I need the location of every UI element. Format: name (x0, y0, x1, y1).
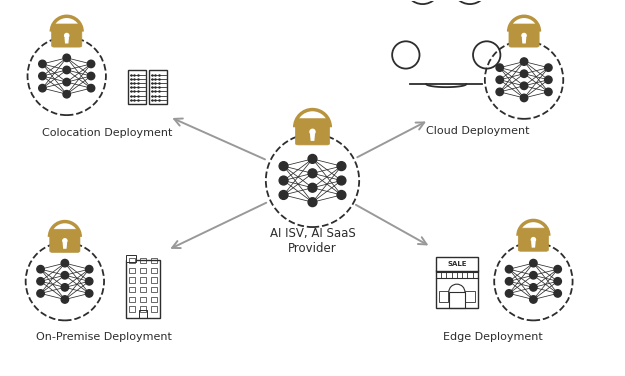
Ellipse shape (86, 290, 93, 297)
Ellipse shape (452, 0, 488, 4)
Polygon shape (532, 242, 535, 247)
Ellipse shape (39, 72, 46, 80)
FancyBboxPatch shape (52, 24, 82, 47)
Text: Colocation Deployment: Colocation Deployment (42, 128, 172, 138)
Ellipse shape (521, 33, 527, 38)
FancyBboxPatch shape (296, 119, 329, 145)
Text: Edge Deployment: Edge Deployment (443, 332, 543, 342)
Polygon shape (63, 243, 66, 248)
Ellipse shape (521, 58, 528, 65)
Ellipse shape (554, 290, 561, 297)
Ellipse shape (37, 290, 44, 297)
Ellipse shape (529, 259, 537, 267)
Ellipse shape (308, 198, 317, 206)
Ellipse shape (86, 265, 93, 273)
Polygon shape (65, 38, 68, 43)
FancyBboxPatch shape (509, 24, 539, 47)
FancyBboxPatch shape (149, 70, 167, 104)
FancyBboxPatch shape (126, 260, 160, 318)
Ellipse shape (531, 237, 536, 243)
Ellipse shape (529, 271, 537, 279)
FancyBboxPatch shape (126, 255, 136, 262)
Ellipse shape (521, 82, 528, 89)
Ellipse shape (521, 94, 528, 102)
Ellipse shape (496, 64, 504, 71)
Ellipse shape (337, 191, 346, 199)
Ellipse shape (279, 162, 288, 171)
Ellipse shape (544, 64, 552, 71)
FancyBboxPatch shape (436, 257, 478, 271)
Ellipse shape (544, 88, 552, 96)
Ellipse shape (544, 76, 552, 83)
FancyBboxPatch shape (50, 229, 80, 252)
Ellipse shape (473, 41, 501, 68)
Ellipse shape (37, 277, 44, 285)
Ellipse shape (39, 85, 46, 92)
Ellipse shape (506, 265, 512, 273)
Ellipse shape (61, 284, 69, 291)
Ellipse shape (61, 271, 69, 279)
Ellipse shape (61, 296, 69, 303)
Ellipse shape (309, 129, 316, 135)
FancyBboxPatch shape (518, 228, 549, 251)
FancyBboxPatch shape (436, 270, 478, 308)
Ellipse shape (88, 72, 95, 80)
Ellipse shape (308, 155, 317, 163)
Ellipse shape (337, 162, 346, 171)
Ellipse shape (521, 70, 528, 77)
Ellipse shape (62, 238, 68, 244)
Ellipse shape (308, 183, 317, 192)
Text: SALE: SALE (447, 261, 467, 267)
Ellipse shape (529, 296, 537, 303)
FancyBboxPatch shape (415, 78, 478, 84)
Ellipse shape (279, 191, 288, 199)
Polygon shape (522, 38, 526, 43)
Ellipse shape (63, 66, 71, 74)
Ellipse shape (337, 176, 346, 185)
Ellipse shape (506, 290, 512, 297)
Ellipse shape (63, 54, 71, 62)
Ellipse shape (506, 277, 512, 285)
Ellipse shape (88, 85, 95, 92)
Text: On-Premise Deployment: On-Premise Deployment (36, 332, 172, 342)
Ellipse shape (39, 60, 46, 68)
Ellipse shape (496, 88, 504, 96)
Ellipse shape (63, 78, 71, 86)
Ellipse shape (554, 265, 561, 273)
Ellipse shape (88, 60, 95, 68)
Text: AI ISV, AI SaaS
Provider: AI ISV, AI SaaS Provider (269, 227, 356, 255)
Ellipse shape (392, 41, 419, 68)
Ellipse shape (554, 277, 561, 285)
Ellipse shape (308, 169, 317, 178)
FancyBboxPatch shape (128, 70, 146, 104)
Ellipse shape (63, 91, 71, 98)
Ellipse shape (405, 0, 440, 4)
Ellipse shape (37, 265, 44, 273)
Ellipse shape (496, 76, 504, 83)
Ellipse shape (61, 259, 69, 267)
FancyBboxPatch shape (412, 75, 481, 86)
Ellipse shape (279, 176, 288, 185)
Ellipse shape (64, 33, 69, 38)
Ellipse shape (529, 284, 537, 291)
Ellipse shape (86, 277, 93, 285)
Text: Cloud Deployment: Cloud Deployment (426, 126, 529, 136)
Polygon shape (311, 134, 314, 140)
